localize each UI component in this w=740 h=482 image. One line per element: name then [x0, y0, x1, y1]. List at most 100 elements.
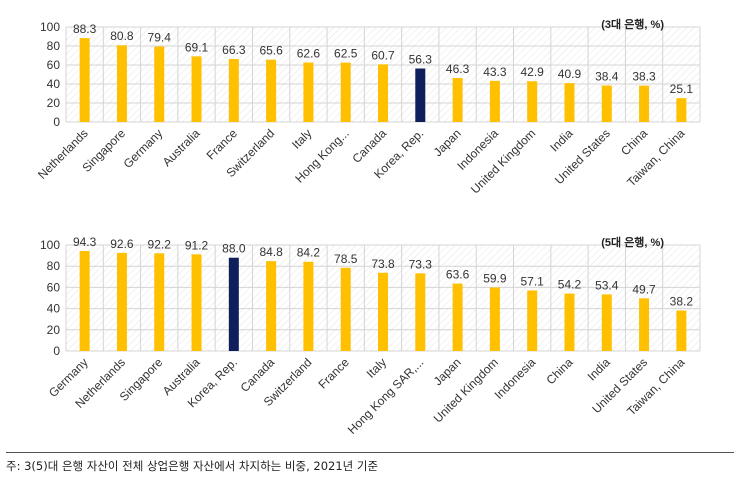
value-label: 62.5: [334, 47, 358, 61]
category-label: United Kingdom: [468, 126, 538, 196]
bar: [154, 46, 165, 122]
category-label: Japan: [431, 355, 464, 388]
value-label: 66.3: [222, 43, 246, 57]
value-label: 91.2: [185, 238, 209, 252]
value-label: 84.2: [297, 246, 321, 260]
category-label: Italy: [364, 355, 389, 380]
bar: [527, 81, 538, 122]
category-label: Italy: [289, 126, 314, 151]
bar: [564, 83, 575, 122]
bar: [601, 85, 612, 122]
value-label: 53.4: [595, 278, 619, 292]
category-label: India: [547, 126, 576, 155]
value-label: 79.4: [148, 31, 172, 45]
value-label: 80.8: [110, 29, 134, 43]
footnote-separator: [6, 452, 734, 453]
bar: [228, 59, 239, 122]
y-tick-label: 40: [47, 302, 61, 316]
category-label: Netherlands: [35, 126, 91, 182]
y-tick-label: 20: [47, 96, 61, 110]
y-tick-label: 0: [53, 115, 60, 129]
bar: [266, 59, 277, 122]
value-label: 92.6: [110, 237, 134, 251]
bar: [154, 253, 165, 351]
value-label: 43.3: [483, 65, 507, 79]
value-label: 38.3: [632, 70, 656, 84]
bar: [527, 290, 538, 351]
value-label: 62.6: [297, 47, 321, 61]
value-label: 49.7: [632, 282, 656, 296]
value-label: 88.3: [73, 22, 97, 36]
value-label: 88.0: [222, 242, 246, 256]
y-tick-label: 100: [40, 20, 60, 34]
category-label: China: [618, 126, 650, 158]
bar: [266, 261, 277, 351]
category-label: Germany: [121, 126, 166, 171]
value-label: 46.3: [446, 62, 470, 76]
bar: [116, 252, 127, 351]
category-label: India: [585, 355, 614, 384]
value-label: 42.9: [520, 65, 544, 79]
value-label: 65.6: [259, 44, 283, 58]
bar: [340, 267, 351, 351]
value-label: 73.8: [371, 257, 395, 271]
y-tick-label: 60: [47, 58, 61, 72]
unit-label: (5대 은행, %): [601, 235, 664, 249]
value-label: 73.3: [409, 257, 433, 271]
bank-concentration-charts: 0 20 40 60 80 100 (3대 은행, %) 88.3 Netherlands 80.…: [35, 17, 701, 437]
category-label: France: [204, 126, 241, 163]
value-label: 94.3: [73, 235, 97, 249]
y-tick-label: 20: [47, 323, 61, 337]
bar: [676, 98, 687, 122]
value-label: 25.1: [670, 82, 694, 96]
footnote: 주: 3(5)대 은행 자산이 전체 상업은행 자산에서 차지하는 비중, 20…: [6, 459, 379, 473]
bar: [79, 251, 90, 351]
y-tick-label: 80: [47, 39, 61, 53]
bar: [303, 62, 314, 122]
unit-label: (3대 은행, %): [601, 17, 664, 31]
bar: [452, 283, 463, 351]
category-label: Australia: [160, 126, 203, 169]
category-label: Japan: [431, 126, 464, 159]
bar: [378, 64, 388, 122]
value-label: 40.9: [558, 67, 582, 81]
chart-1: 0 20 40 60 80 100 (3대 은행, %) 88.3 Netherlands 80.…: [35, 17, 701, 197]
bar: [340, 62, 351, 122]
bar: [639, 298, 650, 351]
category-label: Indonesia: [492, 355, 539, 402]
y-tick-label: 100: [40, 238, 60, 252]
category-label: China: [544, 355, 576, 387]
bar: [489, 80, 500, 122]
bar: [191, 254, 202, 351]
bar: [303, 261, 314, 351]
y-tick-label: 0: [53, 344, 60, 358]
bar: [452, 78, 463, 122]
value-label: 63.6: [446, 268, 470, 282]
value-label: 59.9: [483, 272, 507, 286]
y-tick-label: 40: [47, 77, 61, 91]
value-label: 56.3: [409, 53, 433, 67]
value-label: 84.8: [259, 245, 283, 259]
bar: [564, 293, 575, 351]
bar: [378, 272, 388, 351]
value-label: 69.1: [185, 40, 209, 54]
value-label: 38.2: [670, 295, 694, 309]
bar: [676, 310, 687, 351]
bar: [79, 38, 90, 122]
y-tick-label: 80: [47, 259, 61, 273]
bar: [639, 85, 650, 122]
bar: [489, 287, 500, 351]
value-label: 60.7: [371, 48, 395, 62]
bar: [116, 45, 127, 122]
bar: [415, 68, 426, 122]
bar: [191, 56, 202, 123]
value-label: 54.2: [558, 278, 582, 292]
bar: [601, 294, 612, 351]
value-label: 92.2: [148, 237, 172, 251]
bar: [228, 257, 239, 351]
value-label: 38.4: [595, 70, 619, 84]
y-tick-label: 60: [47, 280, 61, 294]
category-label: United Kingdom: [431, 355, 501, 425]
value-label: 57.1: [520, 274, 544, 288]
